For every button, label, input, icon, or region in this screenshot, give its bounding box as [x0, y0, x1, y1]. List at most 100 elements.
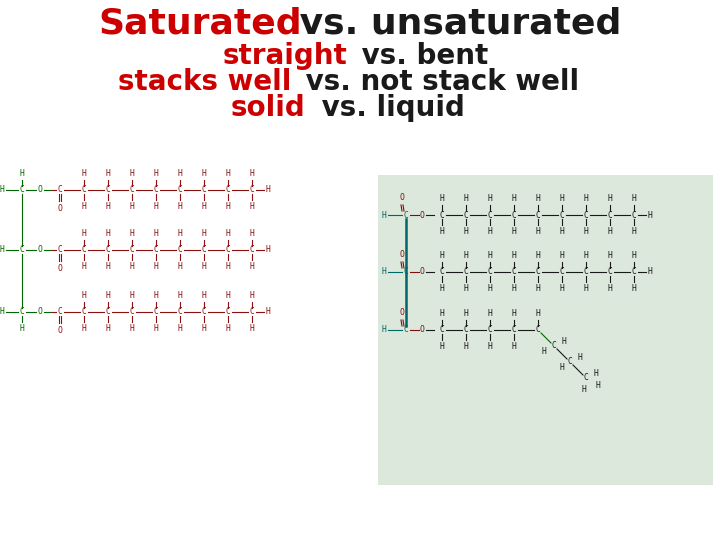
- Text: H: H: [541, 348, 546, 356]
- Text: H: H: [536, 284, 541, 293]
- Text: vs. not stack well: vs. not stack well: [295, 68, 579, 96]
- Text: H: H: [593, 369, 598, 379]
- Text: H: H: [631, 251, 636, 260]
- Text: H: H: [130, 202, 135, 211]
- Text: C: C: [225, 186, 230, 194]
- Text: H: H: [487, 194, 492, 203]
- Text: O: O: [37, 307, 42, 316]
- Text: C: C: [536, 326, 541, 334]
- Text: C: C: [250, 307, 254, 316]
- Text: H: H: [81, 324, 86, 333]
- Text: H: H: [202, 262, 207, 271]
- Text: O: O: [420, 211, 424, 219]
- Text: H: H: [536, 251, 541, 260]
- Text: C: C: [178, 246, 182, 254]
- Text: H: H: [608, 251, 613, 260]
- Text: H: H: [559, 284, 564, 293]
- Text: O: O: [37, 186, 42, 194]
- Text: H: H: [512, 251, 516, 260]
- Text: C: C: [81, 246, 86, 254]
- Text: H: H: [440, 284, 444, 293]
- Text: solid: solid: [231, 94, 306, 122]
- Text: H: H: [178, 169, 182, 178]
- Text: H: H: [178, 291, 182, 300]
- Text: H: H: [582, 386, 586, 395]
- Text: H: H: [536, 194, 541, 203]
- Text: C: C: [19, 307, 24, 316]
- Text: vs. liquid: vs. liquid: [312, 94, 464, 122]
- Text: H: H: [382, 211, 387, 219]
- Text: C: C: [130, 246, 135, 254]
- Text: H: H: [225, 169, 230, 178]
- Text: H: H: [106, 169, 110, 178]
- Text: C: C: [130, 186, 135, 194]
- Text: C: C: [250, 246, 254, 254]
- Text: C: C: [19, 246, 24, 254]
- Text: H: H: [130, 169, 135, 178]
- Text: C: C: [631, 267, 636, 276]
- Text: H: H: [81, 229, 86, 238]
- Text: C: C: [464, 211, 469, 219]
- Text: H: H: [464, 342, 469, 351]
- Text: H: H: [130, 262, 135, 271]
- Text: H: H: [595, 381, 600, 390]
- Text: H: H: [202, 291, 207, 300]
- Text: H: H: [464, 251, 469, 260]
- Text: H: H: [577, 354, 582, 362]
- Text: H: H: [266, 246, 271, 254]
- Text: H: H: [464, 309, 469, 318]
- Text: C: C: [225, 307, 230, 316]
- Text: vs. bent: vs. bent: [352, 42, 488, 70]
- Text: C: C: [584, 374, 588, 382]
- Text: H: H: [487, 227, 492, 236]
- Text: straight: straight: [223, 42, 348, 70]
- Text: C: C: [464, 267, 469, 276]
- Text: H: H: [464, 227, 469, 236]
- Text: vs. unsaturated: vs. unsaturated: [287, 7, 621, 41]
- Text: C: C: [487, 267, 492, 276]
- Text: H: H: [130, 324, 135, 333]
- Text: H: H: [250, 229, 254, 238]
- Text: C: C: [81, 307, 86, 316]
- Text: C: C: [608, 267, 613, 276]
- Text: C: C: [487, 211, 492, 219]
- Text: H: H: [584, 284, 588, 293]
- Text: H: H: [250, 169, 254, 178]
- Text: H: H: [106, 229, 110, 238]
- Text: H: H: [130, 229, 135, 238]
- Text: H: H: [608, 284, 613, 293]
- Text: O: O: [420, 326, 424, 334]
- Text: H: H: [153, 262, 158, 271]
- Text: H: H: [647, 211, 652, 219]
- Text: stacks well: stacks well: [118, 68, 292, 96]
- Text: H: H: [202, 229, 207, 238]
- Text: H: H: [440, 309, 444, 318]
- Text: H: H: [81, 169, 86, 178]
- Text: H: H: [487, 309, 492, 318]
- Text: H: H: [382, 326, 387, 334]
- Text: H: H: [512, 309, 516, 318]
- Text: H: H: [178, 202, 182, 211]
- Text: H: H: [559, 194, 564, 203]
- Text: H: H: [512, 227, 516, 236]
- Text: H: H: [153, 169, 158, 178]
- Text: C: C: [153, 246, 158, 254]
- Text: H: H: [153, 291, 158, 300]
- Text: C: C: [106, 186, 110, 194]
- Text: H: H: [440, 227, 444, 236]
- Text: H: H: [250, 202, 254, 211]
- Text: H: H: [631, 284, 636, 293]
- Text: C: C: [559, 211, 564, 219]
- Text: H: H: [106, 262, 110, 271]
- Text: H: H: [106, 291, 110, 300]
- Text: H: H: [153, 202, 158, 211]
- Text: C: C: [404, 326, 408, 334]
- Text: H: H: [512, 194, 516, 203]
- Text: O: O: [400, 193, 405, 202]
- Text: O: O: [58, 204, 63, 213]
- Text: H: H: [153, 324, 158, 333]
- Text: H: H: [536, 227, 541, 236]
- Text: H: H: [81, 202, 86, 211]
- Text: H: H: [512, 284, 516, 293]
- Text: C: C: [536, 211, 541, 219]
